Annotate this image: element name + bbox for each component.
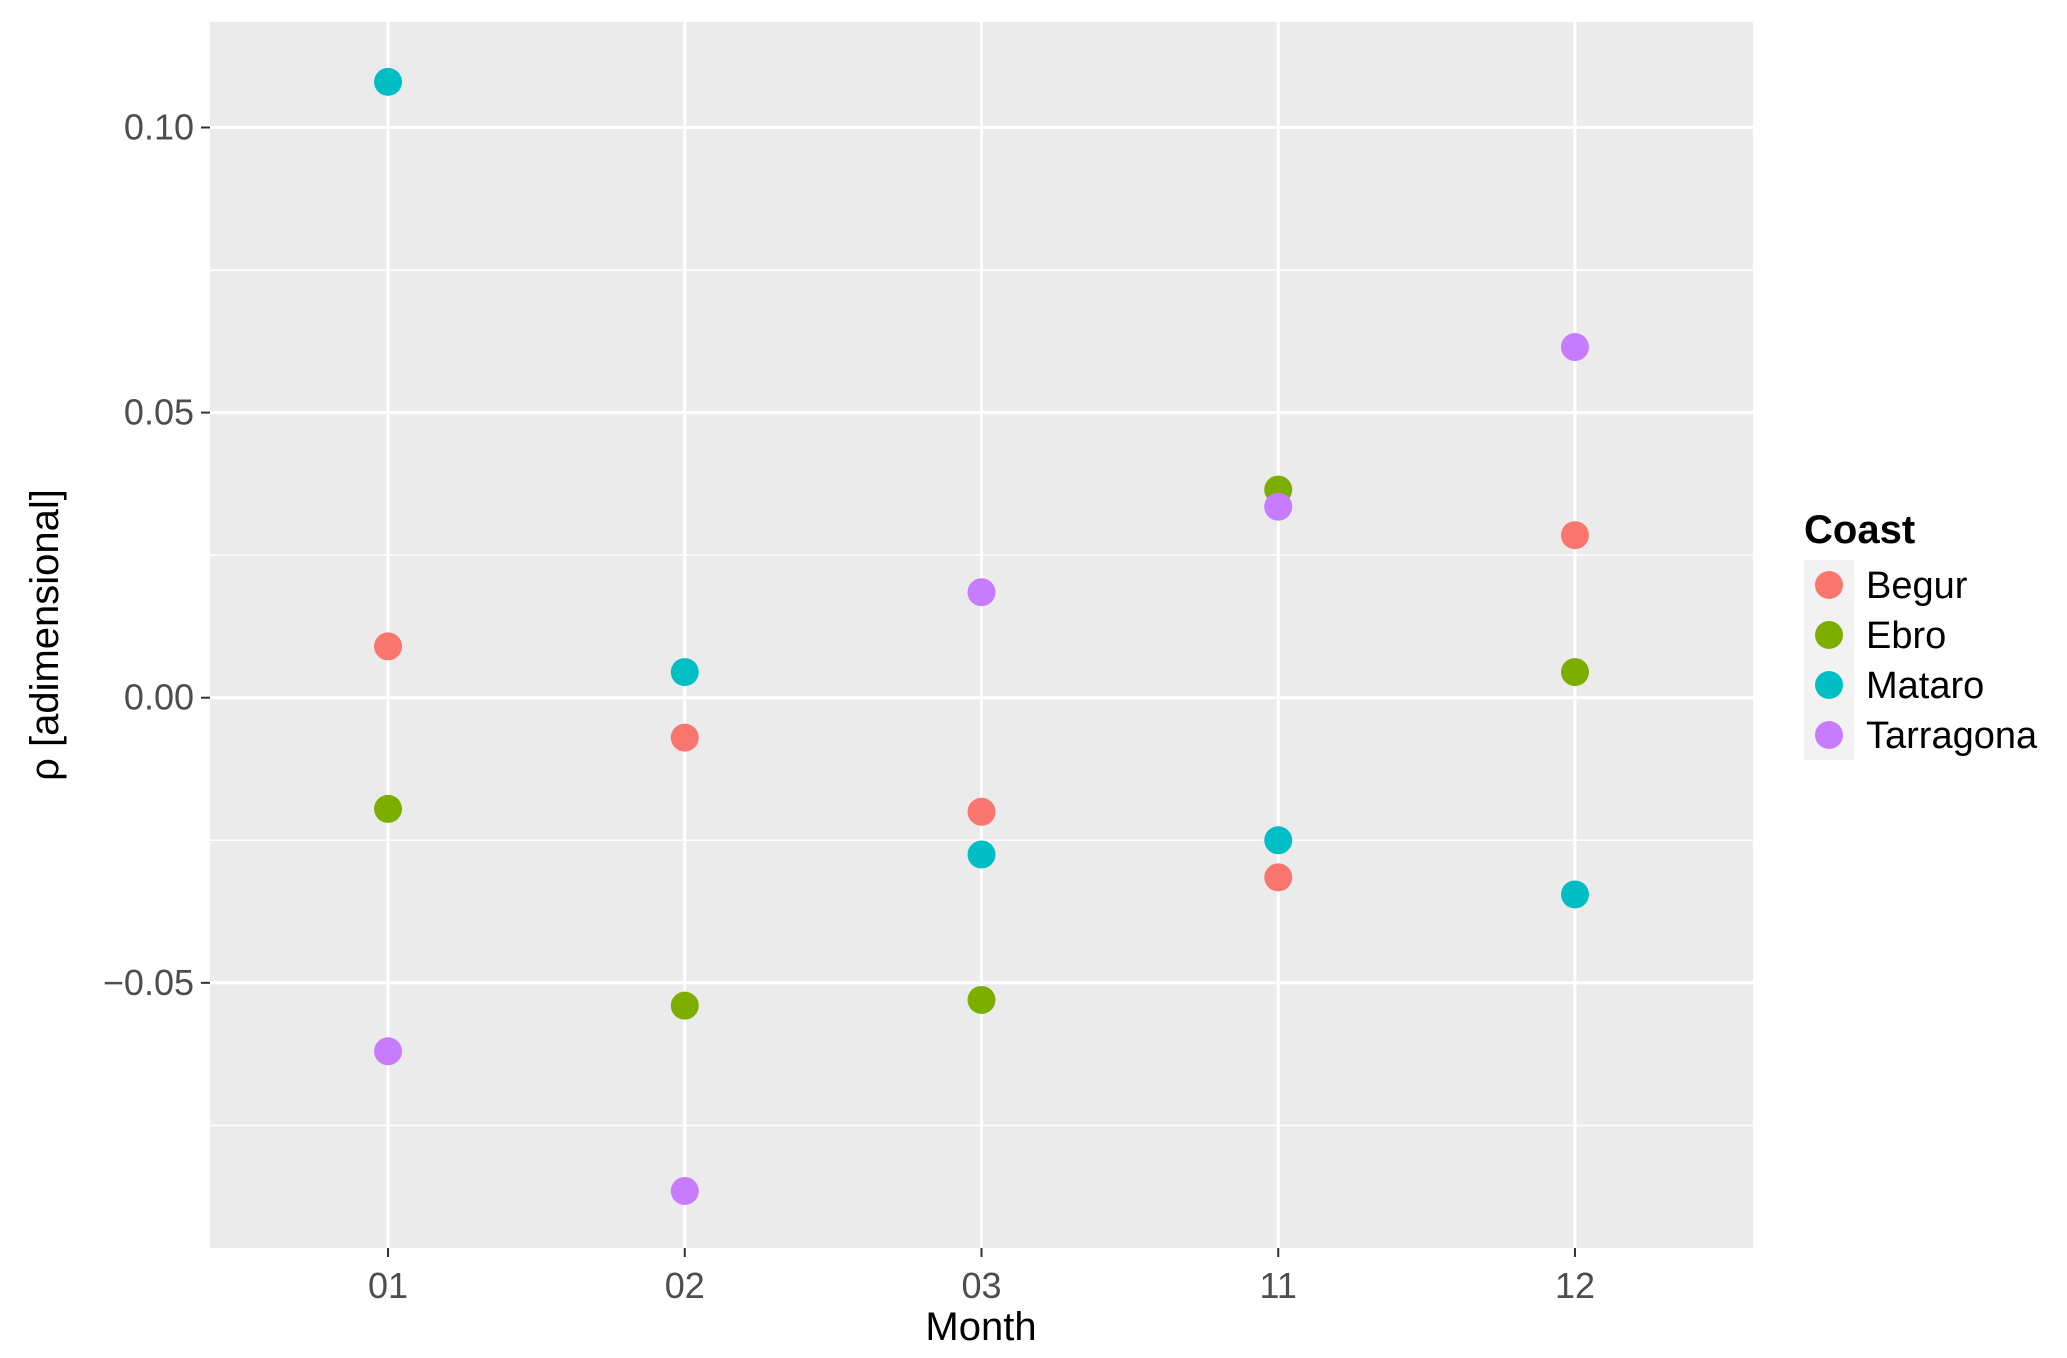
point-tarragona <box>1264 492 1293 521</box>
legend-label-tarragona: Tarragona <box>1866 715 2038 757</box>
point-ebro <box>670 991 699 1020</box>
y-tick-label: 0.05 <box>124 392 194 433</box>
point-tarragona <box>1560 333 1589 362</box>
data-points <box>374 67 1589 1205</box>
y-axis-title: ρ [adimensional] <box>23 489 67 781</box>
point-tarragona <box>374 1037 403 1066</box>
x-tick-label: 02 <box>665 1265 705 1306</box>
y-axis-ticks: −0.05 0.00 0.05 0.10 <box>103 106 210 1003</box>
x-tick-label: 12 <box>1555 1265 1595 1306</box>
point-begur <box>374 632 403 661</box>
legend-label-mataro: Mataro <box>1866 665 1984 707</box>
x-axis-title: Month <box>925 1305 1036 1349</box>
point-ebro <box>967 985 996 1014</box>
point-tarragona <box>670 1176 699 1205</box>
point-mataro <box>1560 880 1589 909</box>
legend-label-begur: Begur <box>1866 565 1968 607</box>
x-axis-ticks: 01 02 03 11 12 <box>368 1248 1595 1306</box>
legend: Coast Begur Ebro Mataro Tarragona <box>1804 508 2038 760</box>
point-mataro <box>374 67 403 96</box>
point-ebro <box>1560 658 1589 687</box>
point-tarragona <box>967 578 996 607</box>
legend-key-ebro <box>1815 621 1843 649</box>
x-tick-label: 11 <box>1260 1265 1297 1306</box>
x-tick-label: 03 <box>961 1265 1001 1306</box>
point-mataro <box>967 840 996 869</box>
point-begur <box>670 723 699 752</box>
legend-title: Coast <box>1804 508 1915 552</box>
x-tick-label: 01 <box>368 1265 408 1306</box>
y-tick-label: −0.05 <box>103 962 194 1003</box>
legend-label-ebro: Ebro <box>1866 615 1946 657</box>
legend-key-mataro <box>1815 671 1843 699</box>
legend-key-begur <box>1815 571 1843 599</box>
y-tick-label: 0.00 <box>124 677 194 718</box>
point-ebro <box>374 794 403 823</box>
major-gridlines <box>210 22 1753 1248</box>
point-mataro <box>670 658 699 687</box>
point-mataro <box>1264 826 1293 855</box>
legend-key-tarragona <box>1815 721 1843 749</box>
point-begur <box>1560 521 1589 550</box>
point-begur <box>967 797 996 826</box>
point-begur <box>1264 863 1293 892</box>
y-tick-label: 0.10 <box>124 106 194 147</box>
